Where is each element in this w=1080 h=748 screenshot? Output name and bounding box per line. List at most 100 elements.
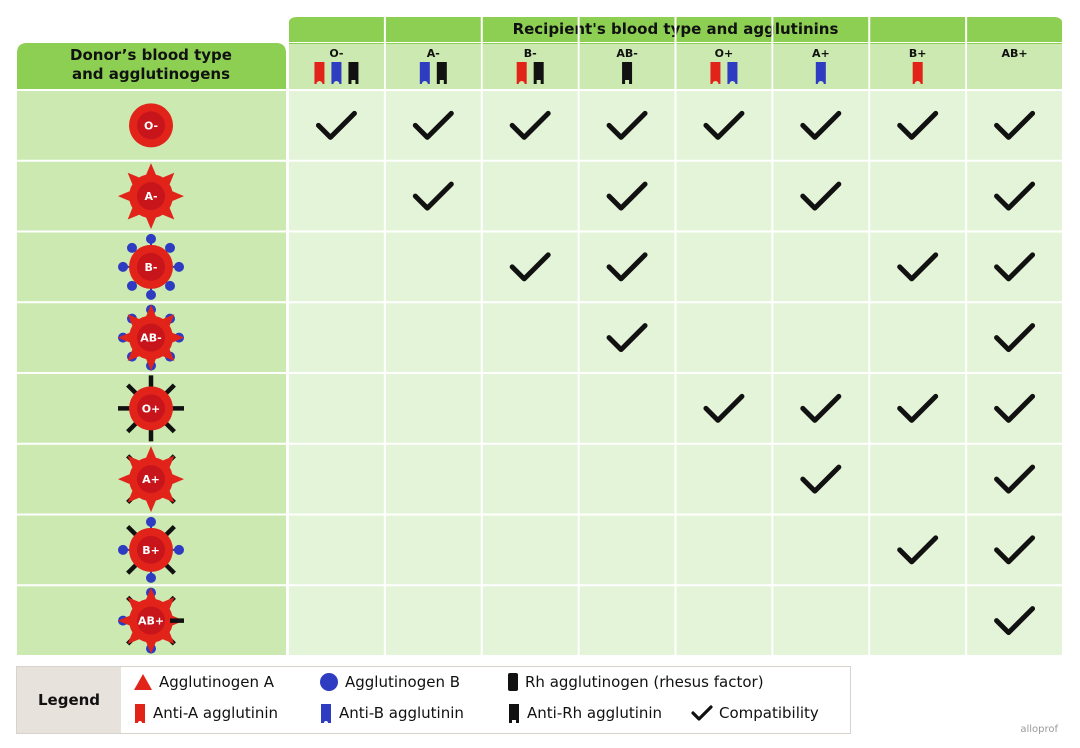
watermark: alloprof: [1020, 724, 1058, 735]
rh-agglutinogen-icon: [508, 673, 518, 691]
donor-header-title-line2: and agglutinogens: [72, 65, 230, 83]
compatibility-check-icon: [994, 110, 1036, 140]
blood-cell-core: [137, 111, 165, 140]
agglutinogen-b-dot: [127, 242, 137, 253]
recipient-header-cell: [385, 44, 481, 89]
agglutinogen-b-dot: [146, 516, 156, 527]
agglutinogen-b-dot: [127, 280, 137, 291]
compatibility-check-icon: [994, 606, 1036, 636]
blood-cell-core: [137, 394, 165, 423]
recipient-column-header: O-: [289, 44, 384, 89]
donor-row-apos: A+: [118, 446, 184, 513]
compatibility-check-icon: [897, 393, 939, 423]
legend-title: Legend: [17, 667, 121, 733]
anti-b-agglutinin-icon: [815, 62, 826, 84]
compatibility-check-icon: [897, 535, 939, 565]
agglutinogen-b-icon: [320, 673, 338, 691]
compatibility-check-icon: [606, 323, 648, 353]
recipient-label: O+: [715, 47, 734, 60]
legend-anti-rh-label: Anti-Rh agglutinin: [527, 704, 663, 722]
compatibility-check-icon: [606, 252, 648, 282]
compatibility-check-icon: [994, 252, 1036, 282]
compatibility-check-icon: [800, 393, 842, 423]
compatibility-check-icon: [994, 181, 1036, 211]
legend: Legend Agglutinogen A Agglutinogen B Rh …: [16, 666, 851, 734]
agglutinogen-b-dot: [118, 544, 128, 555]
legend-item-anti-b: Anti-B agglutinin: [319, 702, 464, 724]
compatibility-check-icon: [994, 535, 1036, 565]
recipient-header-cell: [967, 44, 1062, 89]
compatibility-check-icon: [412, 110, 454, 140]
compatibility-check-icon: [897, 110, 939, 140]
donor-label: O+: [142, 402, 161, 415]
anti-a-agglutinin-icon: [135, 704, 145, 723]
compatibility-check-icon: [800, 464, 842, 494]
anti-rh-agglutinin-icon: [348, 62, 359, 84]
legend-item-rh-agglutinogen: Rh agglutinogen (rhesus factor): [507, 671, 764, 693]
donor-row-abneg: AB-: [118, 304, 184, 371]
blood-cell-core: [137, 252, 165, 281]
recipient-column-header: A-: [385, 44, 481, 89]
legend-item-anti-rh: Anti-Rh agglutinin: [507, 702, 662, 724]
donor-row-bpos: B+: [118, 516, 184, 583]
agglutinogen-b-dot: [146, 233, 156, 244]
donor-label: A+: [142, 473, 160, 486]
legend-item-agglutinogen-b: Agglutinogen B: [319, 671, 460, 693]
donor-label: B-: [145, 261, 158, 274]
legend-anti-b-label: Anti-B agglutinin: [339, 704, 464, 722]
legend-item-compatibility: Compatibility: [691, 702, 819, 724]
anti-b-agglutinin-icon: [331, 62, 342, 84]
legend-agglutinogen-b-label: Agglutinogen B: [345, 673, 461, 691]
recipient-column-header: A+: [773, 44, 869, 89]
compatibility-check-icon: [412, 181, 454, 211]
recipient-label: AB+: [1002, 47, 1028, 60]
agglutinogen-b-dot: [146, 572, 156, 583]
anti-b-agglutinin-icon: [419, 62, 430, 84]
recipient-label: AB-: [616, 47, 637, 60]
anti-rh-agglutinin-icon: [509, 704, 519, 723]
donor-row-opos: O+: [118, 375, 184, 442]
anti-a-agglutinin-icon: [516, 62, 527, 84]
compatibility-check-icon: [509, 252, 551, 282]
compatibility-check-icon: [800, 181, 842, 211]
compatibility-check-icon: [509, 110, 551, 140]
compatibility-check-icon: [994, 323, 1036, 353]
agglutinogen-b-dot: [165, 280, 175, 291]
blood-cell-core: [137, 323, 165, 352]
blood-cell-core: [137, 182, 165, 211]
recipient-column-header: O+: [676, 44, 772, 89]
donor-row-abpos: AB+: [118, 587, 184, 654]
legend-anti-a-label: Anti-A agglutinin: [153, 704, 279, 722]
anti-rh-agglutinin-icon: [436, 62, 447, 84]
donor-row-aneg: A-: [118, 163, 184, 230]
compatibility-check-icon: [315, 110, 357, 140]
donor-row-oneg: O-: [129, 103, 173, 148]
compatibility-check-icon: [703, 110, 745, 140]
donor-header-band: [17, 43, 286, 90]
legend-compatibility-label: Compatibility: [719, 704, 819, 722]
donor-label: B+: [142, 544, 160, 557]
blood-cell-core: [137, 606, 165, 635]
agglutinogen-b-dot: [165, 242, 175, 253]
legend-item-agglutinogen-a: Agglutinogen A: [133, 671, 274, 693]
recipient-column-header: AB-: [579, 44, 675, 89]
donor-label: A-: [144, 190, 157, 203]
anti-b-agglutinin-icon: [727, 62, 738, 84]
compatibility-check-icon: [994, 393, 1036, 423]
anti-a-agglutinin-icon: [314, 62, 325, 84]
recipient-label: A+: [812, 47, 830, 60]
donor-label: AB+: [138, 615, 164, 628]
recipient-header-cell: [482, 44, 578, 89]
donor-label: O-: [144, 119, 158, 132]
recipient-column-header: B+: [870, 44, 966, 89]
recipient-label: A-: [427, 47, 440, 60]
check-icon: [691, 705, 713, 721]
compatibility-check-icon: [606, 181, 648, 211]
compatibility-check-icon: [897, 252, 939, 282]
compatibility-check-icon: [703, 393, 745, 423]
donor-label: AB-: [140, 332, 161, 345]
recipient-label: B-: [524, 47, 537, 60]
recipient-column-header: AB+: [967, 44, 1062, 89]
blood-cell-core: [137, 535, 165, 564]
recipient-label: B+: [909, 47, 927, 60]
